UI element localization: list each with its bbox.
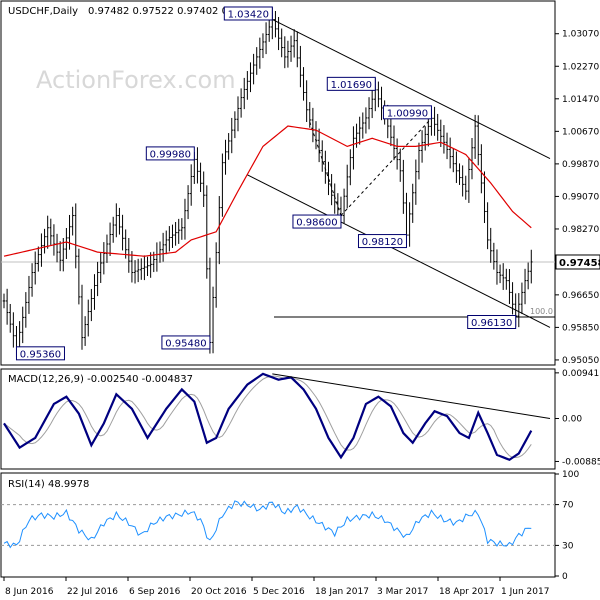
annotation-box xyxy=(145,146,195,161)
macd-y-tick-label: 0.009411 xyxy=(562,369,600,379)
price-title: USDCHF,Daily xyxy=(8,6,78,17)
rsi-panel-frame xyxy=(0,472,556,578)
fib-100-label: 100.0 xyxy=(530,307,553,316)
x-tick-label: 6 Sep 2016 xyxy=(129,587,181,597)
macd-title: MACD(12,26,9) -0.002540 -0.004837 xyxy=(8,374,193,385)
x-tick-label: 22 Jul 2016 xyxy=(67,587,118,597)
price-y-tick-label: 0.96650 xyxy=(562,291,599,301)
annotation-box xyxy=(292,214,342,229)
macd-y-axis: 0.009411 0.00 -0.008852 xyxy=(555,369,600,467)
annotation-label: 0.95360 xyxy=(20,349,61,360)
rsi-y-tick-label: 0 xyxy=(562,572,568,582)
moving-average xyxy=(3,125,532,257)
moving-average-line xyxy=(3,125,532,257)
dashed-trendline xyxy=(340,117,432,216)
last-price-tag: 0.97458 xyxy=(555,254,600,270)
x-axis: 8 Jun 2016 22 Jul 2016 6 Sep 2016 20 Oct 20… xyxy=(3,577,549,597)
x-tick-label: 5 Dec 2016 xyxy=(253,587,305,597)
annotation-label: 0.98120 xyxy=(362,237,403,248)
macd-line xyxy=(3,372,533,461)
price-y-tick-label: 1.01470 xyxy=(562,95,599,105)
rsi-title: RSI(14) 48.9978 xyxy=(8,479,89,490)
x-tick-label: 20 Oct 2016 xyxy=(191,587,247,597)
x-tick-label: 3 Mar 2017 xyxy=(377,587,428,597)
macd-trendline xyxy=(272,373,551,420)
annotation-label: 1.00990 xyxy=(387,108,428,119)
price-y-tick-label: 0.95850 xyxy=(562,323,599,333)
price-y-tick-label: 0.99870 xyxy=(562,160,599,170)
annotation-label: 0.99980 xyxy=(150,149,191,160)
annotation-label: 0.96130 xyxy=(471,318,512,329)
rsi-y-axis: 100 70 30 0 xyxy=(555,470,579,582)
rsi-line xyxy=(3,500,532,549)
annotation-box xyxy=(357,234,407,249)
x-tick-label: 1 Jun 2017 xyxy=(501,587,549,597)
rsi-y-tick-label: 70 xyxy=(562,501,574,511)
macd-y-tick-label: -0.008852 xyxy=(562,457,600,467)
annotation-label: 1.01690 xyxy=(331,80,372,91)
macd-panel: MACD(12,26,9) -0.002540 -0.004837 0.0094… xyxy=(0,368,600,470)
last-price-tag-label: 0.97458 xyxy=(559,258,600,269)
price-y-tick-label: 1.03070 xyxy=(562,30,599,40)
annotation-box xyxy=(467,315,517,330)
macd-y-tick-label: 0.00 xyxy=(562,415,582,425)
x-tick-label: 8 Jun 2016 xyxy=(5,587,54,597)
annotation-box xyxy=(161,335,211,350)
watermark: ActionForex.com xyxy=(36,66,236,94)
price-y-tick-label: 1.02270 xyxy=(562,62,599,72)
price-y-tick-label: 0.95050 xyxy=(562,356,599,366)
annotation-box xyxy=(326,76,376,91)
annotation-label: 0.95480 xyxy=(165,338,206,349)
x-tick-label: 18 Apr 2017 xyxy=(439,587,495,597)
price-panel-frame xyxy=(0,0,556,366)
rsi-y-tick-label: 100 xyxy=(562,470,579,480)
x-tick-label: 18 Jan 2017 xyxy=(315,587,369,597)
rsi-y-tick-label: 30 xyxy=(562,541,574,551)
channel-trendline xyxy=(247,174,551,328)
annotation-label: 1.03420 xyxy=(228,9,269,20)
price-y-tick-label: 0.98270 xyxy=(562,225,599,235)
annotation-box xyxy=(15,346,65,361)
annotation-box xyxy=(223,6,273,21)
last-price-tag-box xyxy=(555,254,600,270)
annotation-box xyxy=(382,105,432,120)
price-y-tick-label: 0.99070 xyxy=(562,192,599,202)
macd-lines xyxy=(3,372,551,461)
annotation-label: 0.98600 xyxy=(296,218,337,229)
rsi-lines xyxy=(1,500,555,549)
channel-trendline xyxy=(272,19,551,160)
price-y-tick-label: 1.00670 xyxy=(562,127,599,137)
rsi-panel: RSI(14) 48.9978 100 70 30 0 xyxy=(0,470,579,582)
macd-panel-frame xyxy=(0,368,556,470)
price-panel: ActionForex.com USDCHF,Daily 0.97482 0.9… xyxy=(0,0,600,366)
price-bars xyxy=(2,7,533,359)
ohlc-readout: 0.97482 0.97522 0.97402 0.97458 xyxy=(88,6,263,17)
price-annotations: 1.03420 1.01690 1.00990 0.99980 0.98600 0.981… xyxy=(15,6,517,361)
